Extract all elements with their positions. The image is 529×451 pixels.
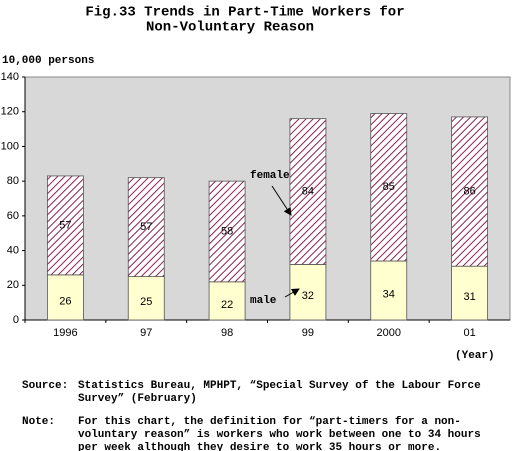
data-label: 32 (302, 290, 314, 302)
y-tick-label: 40 (7, 244, 19, 256)
x-tick-label: 1996 (53, 327, 77, 339)
bar-segment (451, 265, 488, 321)
annotation: female (250, 170, 290, 182)
note-label: Note: (22, 416, 55, 428)
x-tick-label: 97 (140, 327, 152, 339)
note-text: For this chart, the definition for “part… (78, 416, 461, 428)
chart-title: Non-Voluntary Reason (146, 20, 314, 36)
note-text: per week although they desire to work 35… (78, 442, 441, 451)
bar-segment (47, 175, 84, 276)
data-label: 57 (140, 221, 152, 233)
chart-title: Fig.33 Trends in Part-Time Workers for (85, 5, 404, 21)
data-label: 31 (463, 291, 475, 303)
bar-segment (289, 118, 327, 265)
data-label: 26 (59, 295, 71, 307)
annotation-arrow (271, 185, 292, 216)
bar-segment (451, 116, 488, 267)
y-tick-label: 100 (1, 140, 19, 152)
bar-segment (208, 281, 246, 321)
y-tick-label: 120 (1, 106, 19, 118)
bar-segment (370, 260, 408, 321)
data-label: 34 (383, 288, 395, 300)
data-label: 86 (463, 185, 475, 197)
data-label: 58 (221, 225, 233, 237)
x-tick-label: 01 (463, 327, 475, 339)
source-text: Survey” (February) (78, 393, 197, 405)
x-tick-label: 2000 (377, 327, 401, 339)
annotation-arrow (284, 288, 300, 298)
y-tick-label: 60 (7, 210, 19, 222)
note-text: voluntary reason” is workers who work be… (78, 429, 481, 441)
y-tick-label: 80 (7, 175, 19, 187)
y-axis-label: 10,000 persons (2, 55, 94, 67)
x-axis-label: (Year) (455, 350, 495, 362)
bar-segment (47, 274, 84, 321)
y-tick-label: 0 (13, 314, 19, 326)
data-label: 57 (59, 219, 71, 231)
bar-segment (127, 177, 165, 278)
y-tick-label: 140 (1, 71, 19, 83)
data-label: 84 (302, 185, 314, 197)
data-label: 22 (221, 299, 233, 311)
x-tick-label: 99 (302, 327, 314, 339)
source-text: Statistics Bureau, MPHPT, “Special Surve… (78, 380, 481, 392)
bar-segment (370, 113, 408, 262)
data-label: 85 (383, 181, 395, 193)
x-tick-label: 98 (221, 327, 233, 339)
data-label: 25 (140, 296, 152, 308)
y-tick-label: 20 (7, 279, 19, 291)
bar-segment (208, 180, 246, 283)
annotation: male (250, 295, 277, 307)
source-label: Source: (22, 380, 68, 392)
plot-area (24, 76, 511, 321)
